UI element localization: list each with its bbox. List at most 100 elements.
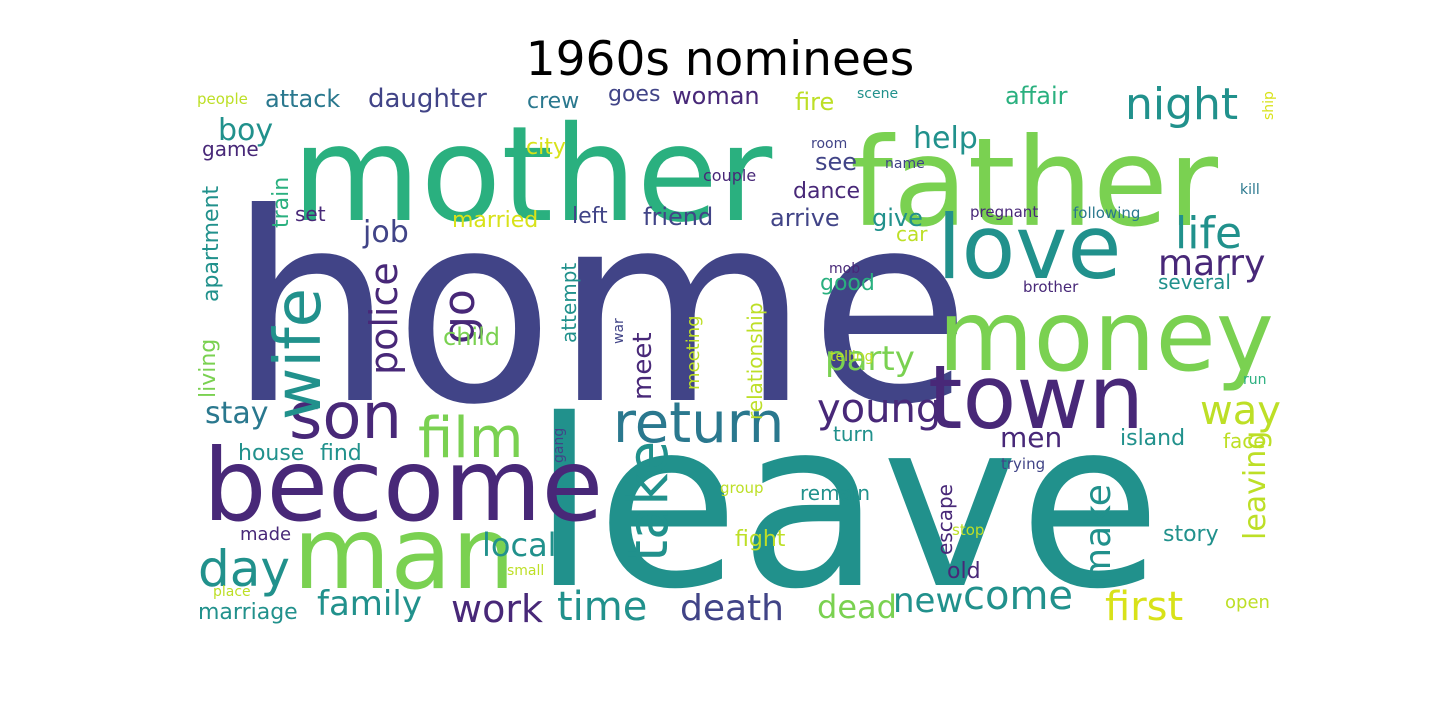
word-face: face (1223, 429, 1266, 453)
word-living: living (196, 339, 221, 398)
word-mob: mob (829, 261, 860, 277)
word-give: give (872, 204, 923, 232)
word-apartment: apartment (199, 185, 224, 302)
word-name: name (885, 156, 925, 172)
word-time: time (557, 584, 647, 630)
word-open: open (1225, 592, 1270, 613)
word-find: find (320, 441, 362, 466)
word-money: money (938, 280, 1274, 394)
word-meeting: meeting (683, 315, 704, 390)
word-turn: turn (833, 422, 874, 446)
word-telling: telling (830, 349, 874, 365)
word-go: go (434, 289, 485, 344)
word-attempt: attempt (557, 263, 581, 343)
word-arrive: arrive (770, 204, 840, 232)
word-make: make (1078, 484, 1119, 583)
word-night: night (1125, 79, 1238, 130)
word-come: come (963, 573, 1073, 619)
word-room: room (811, 136, 847, 152)
word-love: love (937, 196, 1122, 299)
word-marriage: marriage (198, 600, 298, 625)
word-escape: escape (933, 484, 957, 555)
word-film: film (418, 406, 523, 471)
word-home: home (228, 157, 971, 462)
word-friend: friend (643, 203, 713, 231)
word-leave: leave (532, 370, 1161, 640)
word-game: game (202, 137, 259, 161)
word-new: new (893, 581, 963, 621)
word-people: people (197, 90, 248, 108)
word-gang: gang (551, 428, 567, 463)
word-attack: attack (265, 85, 340, 113)
word-return: return (613, 391, 784, 456)
word-left: left (572, 204, 608, 229)
word-old: old (947, 559, 981, 584)
word-life: life (1175, 208, 1242, 259)
word-man: man (293, 495, 515, 612)
word-house: house (238, 441, 304, 466)
word-mother: mother (292, 98, 773, 252)
word-take: take (616, 441, 681, 562)
word-police: police (362, 262, 406, 375)
word-pregnant: pregnant (970, 203, 1038, 221)
word-day: day (198, 540, 290, 598)
word-several: several (1158, 270, 1231, 294)
word-kill: kill (1240, 182, 1260, 198)
word-leaving: leaving (1238, 431, 1273, 540)
word-brother: brother (1023, 278, 1079, 296)
word-trying: trying (1001, 455, 1045, 473)
word-town: town (928, 346, 1144, 449)
word-car: car (896, 222, 928, 246)
word-first: first (1105, 584, 1183, 630)
word-good: good (820, 271, 875, 296)
word-set: set (295, 202, 326, 226)
word-fight: fight (735, 527, 786, 552)
word-young: young (817, 386, 941, 432)
word-group: group (720, 479, 764, 497)
word-dance: dance (793, 179, 860, 204)
word-son: son (289, 380, 402, 454)
word-meet: meet (628, 332, 658, 400)
word-local: local (482, 526, 557, 564)
word-child: child (443, 323, 500, 351)
word-dead: dead (817, 588, 897, 626)
word-war: war (611, 318, 627, 344)
word-men: men (1000, 421, 1062, 454)
word-daughter: daughter (368, 84, 487, 114)
word-relationship: relationship (743, 302, 767, 420)
word-father: father (850, 112, 1219, 254)
word-island: island (1120, 426, 1185, 451)
word-woman: woman (672, 82, 760, 110)
word-stop: stop (952, 521, 984, 539)
word-small: small (507, 563, 544, 579)
word-following: following (1073, 204, 1140, 222)
chart-title: 1960s nominees (525, 32, 915, 87)
word-scene: scene (857, 86, 898, 102)
word-remain: remain (800, 481, 870, 505)
word-party: party (825, 339, 915, 379)
word-married: married (452, 208, 538, 233)
word-made: made (240, 524, 291, 545)
word-ship: ship (1261, 91, 1277, 120)
word-train: train (269, 177, 294, 228)
word-city: city (526, 135, 566, 160)
word-couple: couple (703, 166, 756, 185)
word-become: become (203, 427, 603, 544)
word-death: death (680, 588, 784, 629)
word-boy: boy (218, 113, 273, 148)
word-story: story (1163, 522, 1219, 547)
word-job: job (362, 215, 409, 250)
word-goes: goes (608, 82, 660, 107)
word-crew: crew (527, 89, 579, 114)
word-marry: marry (1158, 243, 1265, 284)
word-wife: wife (262, 288, 336, 420)
word-stay: stay (205, 396, 269, 431)
word-fire: fire (795, 88, 834, 116)
word-family: family (317, 584, 422, 624)
word-way: way (1200, 388, 1281, 434)
word-place: place (213, 584, 251, 600)
word-run: run (1243, 372, 1267, 388)
word-affair: affair (1005, 82, 1068, 110)
word-work: work (451, 587, 543, 631)
